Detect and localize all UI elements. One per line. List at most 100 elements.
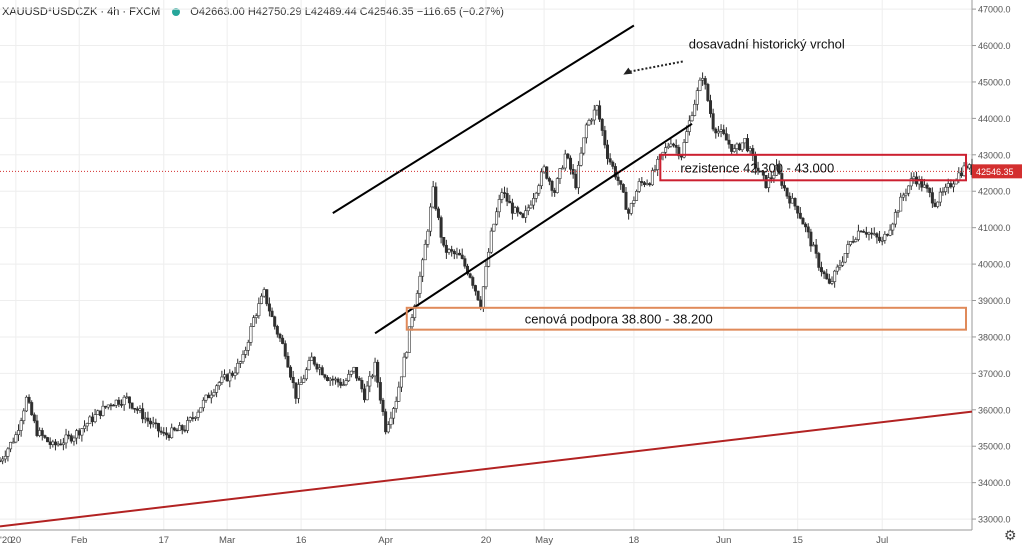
candle-body bbox=[870, 232, 874, 235]
candle-body bbox=[326, 377, 330, 381]
y-tick-label: 44000.0 bbox=[978, 114, 1011, 124]
candle-body bbox=[270, 310, 274, 318]
candle-body bbox=[407, 326, 411, 353]
current-price-tag bbox=[972, 164, 1022, 179]
candle-body bbox=[146, 417, 150, 422]
resistance-zone bbox=[659, 153, 968, 182]
x-tick-label: 20 bbox=[481, 535, 492, 546]
channel-upper-line bbox=[332, 24, 635, 214]
y-tick-label: 46000.0 bbox=[978, 41, 1011, 51]
candle-body bbox=[275, 326, 279, 335]
candle-body bbox=[162, 432, 166, 434]
candle-body bbox=[518, 211, 522, 214]
y-tick-label: 35000.0 bbox=[978, 442, 1011, 452]
candle-body bbox=[434, 186, 438, 210]
candle-body bbox=[782, 185, 786, 189]
candle-body bbox=[104, 405, 108, 408]
candle-body bbox=[265, 289, 269, 305]
candle-body bbox=[98, 410, 102, 416]
candle-body bbox=[938, 191, 942, 203]
candle-body bbox=[75, 430, 79, 439]
candle-body bbox=[957, 172, 961, 181]
candle-body bbox=[307, 360, 311, 371]
candle-body bbox=[513, 207, 517, 214]
candle-body bbox=[384, 411, 388, 433]
candle-body bbox=[130, 402, 134, 409]
candle-body bbox=[180, 425, 184, 431]
candle-body bbox=[294, 382, 298, 399]
candle-body bbox=[962, 165, 966, 177]
candle-body bbox=[365, 385, 369, 401]
candle-body bbox=[553, 190, 557, 193]
candle-body bbox=[344, 380, 348, 385]
candle-body bbox=[463, 258, 467, 267]
candle-body bbox=[138, 408, 142, 411]
candle-body bbox=[204, 394, 208, 401]
candle-body bbox=[468, 273, 472, 278]
channel-lower-line bbox=[374, 123, 693, 335]
candle-body bbox=[848, 241, 852, 245]
candle-body bbox=[249, 326, 253, 343]
low-label: L bbox=[304, 6, 311, 18]
candle-body bbox=[727, 139, 731, 145]
candle-body bbox=[764, 174, 768, 188]
candle-body bbox=[653, 169, 657, 171]
candle-body bbox=[862, 231, 866, 233]
candle-body bbox=[27, 396, 31, 403]
candle-body bbox=[254, 315, 258, 318]
candle-body bbox=[529, 204, 533, 209]
candle-body bbox=[608, 158, 612, 163]
candle-body bbox=[711, 113, 715, 130]
candle-body bbox=[304, 369, 308, 380]
candle-body bbox=[524, 210, 528, 218]
candle-body bbox=[748, 148, 752, 152]
candle-body bbox=[790, 198, 794, 204]
candle-body bbox=[355, 366, 359, 379]
candle-body bbox=[576, 165, 580, 189]
candle-body bbox=[587, 120, 591, 126]
current-price-label: 42546.35 bbox=[976, 167, 1014, 177]
candle-body bbox=[967, 164, 971, 169]
candle-body bbox=[117, 399, 121, 405]
candle-body bbox=[59, 443, 63, 446]
candle-body bbox=[64, 434, 68, 444]
candle-body bbox=[16, 430, 20, 436]
candle-body bbox=[907, 185, 911, 194]
candle-body bbox=[133, 407, 137, 410]
candle-body bbox=[859, 230, 863, 233]
candle-body bbox=[11, 441, 15, 444]
candle-body bbox=[959, 172, 963, 177]
candle-body bbox=[151, 422, 155, 425]
candle-body bbox=[120, 404, 124, 406]
candle-body bbox=[212, 392, 216, 396]
candle-body bbox=[381, 399, 385, 412]
candle-body bbox=[893, 212, 897, 225]
candle-body bbox=[547, 178, 551, 182]
candle-body bbox=[88, 416, 92, 424]
settings-gear-icon[interactable]: ⚙ bbox=[1004, 527, 1017, 543]
candle-body bbox=[952, 183, 956, 188]
candle-body bbox=[93, 414, 97, 423]
candle-body bbox=[743, 138, 747, 144]
candle-body bbox=[112, 404, 116, 407]
candle-body bbox=[228, 372, 232, 382]
candle-body bbox=[196, 411, 200, 418]
candle-body bbox=[632, 200, 636, 204]
candle-body bbox=[835, 266, 839, 272]
support-zone bbox=[405, 306, 967, 331]
candle-body bbox=[627, 209, 631, 214]
candle-body bbox=[83, 425, 87, 429]
candle-body bbox=[645, 183, 649, 185]
candle-body bbox=[843, 253, 847, 263]
candle-body bbox=[484, 266, 488, 288]
y-tick-label: 41000.0 bbox=[978, 223, 1011, 233]
candle-body bbox=[170, 427, 174, 439]
candle-body bbox=[460, 254, 464, 259]
candle-body bbox=[386, 424, 390, 433]
candle-body bbox=[143, 417, 147, 420]
candle-body bbox=[901, 194, 905, 198]
annotation-arrowhead bbox=[623, 67, 633, 75]
candle-body bbox=[719, 129, 723, 132]
candle-body bbox=[888, 229, 892, 236]
